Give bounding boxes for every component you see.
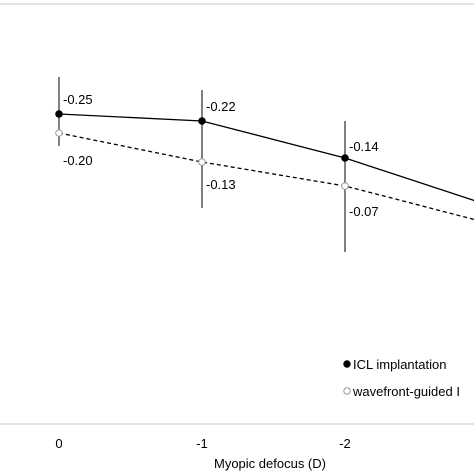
data-point-s1-1: [198, 158, 206, 166]
data-point-s1-2: [341, 182, 349, 190]
series-lines: [58, 113, 474, 221]
data-label-s0-1: -0.22: [206, 99, 236, 114]
data-point-s0-0: [55, 110, 63, 118]
legend-marker-wavefront-guided: [343, 387, 351, 395]
data-label-s1-2: -0.07: [349, 204, 379, 219]
x-tick-label-2: -2: [339, 436, 351, 451]
data-label-s0-2: -0.14: [349, 139, 379, 154]
series-line-0: [58, 113, 474, 202]
data-point-s1-0: [55, 129, 63, 137]
data-label-s1-0: -0.20: [63, 153, 93, 168]
data-label-s1-1: -0.13: [206, 177, 236, 192]
legend-label-icl-implantation: ICL implantation: [353, 357, 446, 372]
x-axis-title: Myopic defocus (D): [214, 456, 326, 471]
x-tick-label-0: 0: [55, 436, 62, 451]
legend: ICL implantation wavefront-guided I: [343, 357, 460, 399]
series-line-1: [58, 132, 474, 221]
legend-marker-icl-implantation: [343, 360, 351, 368]
data-label-s0-0: -0.25: [63, 92, 93, 107]
data-point-s0-2: [341, 154, 349, 162]
data-labels: -0.25 -0.22 -0.14 -0.20 -0.13 -0.07: [63, 92, 379, 219]
data-point-s0-1: [198, 117, 206, 125]
x-tick-labels: 0 -1 -2: [55, 436, 350, 451]
data-points: [55, 110, 349, 190]
legend-label-wavefront-guided: wavefront-guided I: [352, 384, 460, 399]
x-tick-label-1: -1: [196, 436, 208, 451]
